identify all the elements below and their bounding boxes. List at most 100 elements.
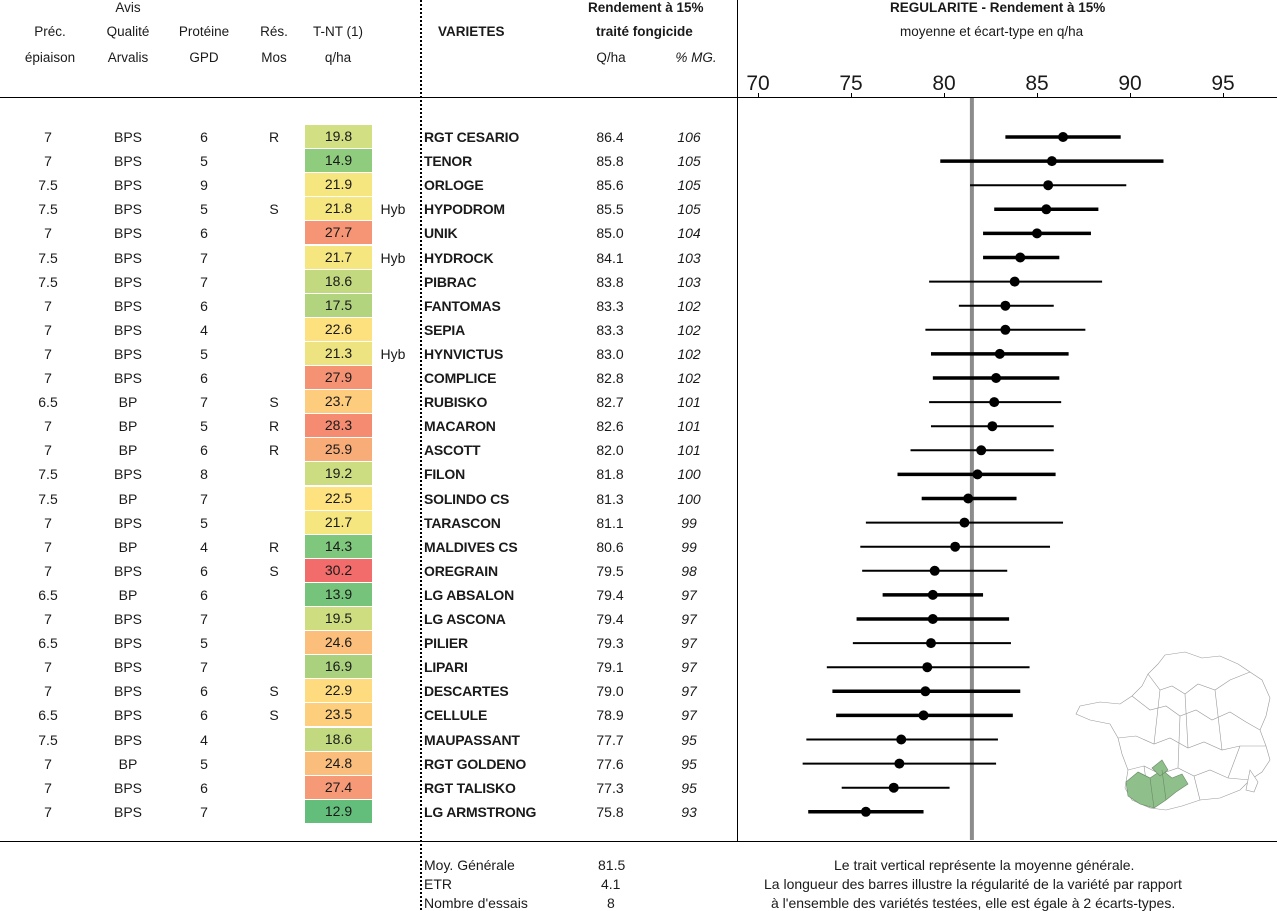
cell-resistance: R bbox=[268, 539, 280, 555]
cell-qualite: BPS bbox=[113, 563, 142, 579]
cell-tnt: 27.4 bbox=[305, 776, 372, 799]
cell-proteine: 4 bbox=[200, 539, 208, 555]
cell-hybrid bbox=[378, 754, 408, 774]
cell-resistance bbox=[252, 175, 296, 195]
cell-proteine: 6 bbox=[200, 683, 208, 699]
variety-name: SOLINDO CS bbox=[424, 491, 510, 507]
cell-proteine: 8 bbox=[200, 466, 208, 482]
cell-hybrid bbox=[378, 681, 408, 701]
cell-resistance: R bbox=[268, 418, 280, 434]
header-arvalis: Arvalis bbox=[107, 50, 149, 65]
cell-yield: 81.3 bbox=[596, 491, 624, 507]
cell-yield: 85.5 bbox=[596, 201, 624, 217]
cell-tnt: 22.9 bbox=[305, 679, 372, 702]
cell-pct-mg: 105 bbox=[677, 177, 701, 193]
axis-tick-label: 95 bbox=[1211, 72, 1235, 95]
cell-hybrid bbox=[378, 513, 408, 533]
cell-hybrid bbox=[378, 657, 408, 677]
variety-name: ASCOTT bbox=[424, 442, 481, 458]
variety-name: LIPARI bbox=[424, 659, 468, 675]
axis-tick-mark bbox=[1037, 93, 1038, 98]
mean-point bbox=[1032, 228, 1042, 239]
header-moyenne: moyenne et écart-type en q/ha bbox=[900, 24, 1084, 39]
cell-qualite: BP bbox=[118, 442, 138, 458]
france-map bbox=[1075, 651, 1271, 811]
mean-point bbox=[963, 493, 974, 504]
footer-divider bbox=[0, 841, 1277, 842]
cell-proteine: 6 bbox=[200, 298, 208, 314]
mean-point bbox=[1000, 300, 1011, 311]
cell-hybrid bbox=[378, 151, 408, 171]
cell-hybrid: Hyb bbox=[380, 201, 406, 217]
cell-tnt: 21.3 bbox=[305, 342, 372, 365]
mean-point bbox=[888, 782, 899, 793]
mean-point bbox=[959, 517, 970, 528]
cell-qualite: BPS bbox=[113, 780, 142, 796]
mean-point bbox=[929, 565, 940, 576]
cell-yield: 83.3 bbox=[596, 322, 624, 338]
variety-name: HYPODROM bbox=[424, 201, 505, 217]
cell-yield: 79.3 bbox=[596, 635, 624, 651]
cell-pct-mg: 100 bbox=[677, 491, 701, 507]
axis-tick-mark bbox=[758, 93, 759, 98]
cell-pct-mg: 97 bbox=[681, 611, 697, 627]
cell-resistance: S bbox=[269, 707, 279, 723]
cell-resistance bbox=[252, 272, 296, 292]
cell-hybrid bbox=[378, 730, 408, 750]
cell-proteine: 7 bbox=[200, 804, 208, 820]
cell-yield: 77.6 bbox=[596, 756, 624, 772]
cell-pct-mg: 102 bbox=[677, 322, 701, 338]
axis-tick-label: 90 bbox=[1118, 72, 1142, 95]
cell-resistance bbox=[252, 754, 296, 774]
cell-proteine: 5 bbox=[200, 346, 208, 362]
cell-resistance: S bbox=[269, 201, 279, 217]
cell-prec: 7 bbox=[44, 225, 52, 241]
cell-prec: 7 bbox=[44, 346, 52, 362]
cell-resistance bbox=[252, 489, 296, 509]
variety-name: TARASCON bbox=[424, 515, 501, 531]
cell-resistance bbox=[252, 585, 296, 605]
header-mos: Mos bbox=[261, 50, 287, 65]
cell-hybrid bbox=[378, 585, 408, 605]
cell-yield: 83.0 bbox=[596, 346, 624, 362]
cell-pct-mg: 97 bbox=[681, 659, 697, 675]
cell-pct-mg: 95 bbox=[681, 756, 697, 772]
header-epiaison: épiaison bbox=[24, 50, 76, 65]
cell-resistance bbox=[252, 296, 296, 316]
cell-tnt: 21.9 bbox=[305, 173, 372, 196]
cell-qualite: BPS bbox=[113, 250, 142, 266]
cell-resistance bbox=[252, 368, 296, 388]
footer-moy-value: 81.5 bbox=[598, 857, 626, 873]
cell-qualite: BPS bbox=[113, 515, 142, 531]
cell-resistance bbox=[252, 778, 296, 798]
cell-prec: 7 bbox=[44, 515, 52, 531]
mean-point bbox=[987, 421, 998, 432]
cell-proteine: 5 bbox=[200, 635, 208, 651]
axis-tick-mark bbox=[851, 93, 852, 98]
variety-name: MALDIVES CS bbox=[424, 539, 518, 555]
cell-resistance bbox=[252, 344, 296, 364]
cell-hybrid bbox=[378, 175, 408, 195]
cell-proteine: 6 bbox=[200, 442, 208, 458]
cell-prec: 6.5 bbox=[38, 707, 58, 723]
cell-yield: 81.8 bbox=[596, 466, 624, 482]
cell-prec: 6.5 bbox=[38, 587, 58, 603]
cell-hybrid bbox=[378, 609, 408, 629]
variety-name: PILIER bbox=[424, 635, 468, 651]
cell-qualite: BPS bbox=[113, 804, 142, 820]
cell-resistance bbox=[252, 513, 296, 533]
variety-name: FANTOMAS bbox=[424, 298, 501, 314]
mean-point bbox=[972, 469, 983, 480]
variety-name: OREGRAIN bbox=[424, 563, 498, 579]
footer-note-1: Le trait vertical représente la moyenne … bbox=[834, 857, 1135, 873]
cell-prec: 7.5 bbox=[38, 732, 58, 748]
mean-point bbox=[1046, 156, 1057, 167]
variety-name: MACARON bbox=[424, 418, 496, 434]
cell-pct-mg: 97 bbox=[681, 683, 697, 699]
cell-qualite: BPS bbox=[113, 322, 142, 338]
cell-prec: 7 bbox=[44, 780, 52, 796]
mean-point bbox=[1009, 276, 1020, 287]
mean-point bbox=[927, 589, 938, 600]
cell-tnt: 23.5 bbox=[305, 703, 372, 726]
cell-yield: 82.6 bbox=[596, 418, 624, 434]
